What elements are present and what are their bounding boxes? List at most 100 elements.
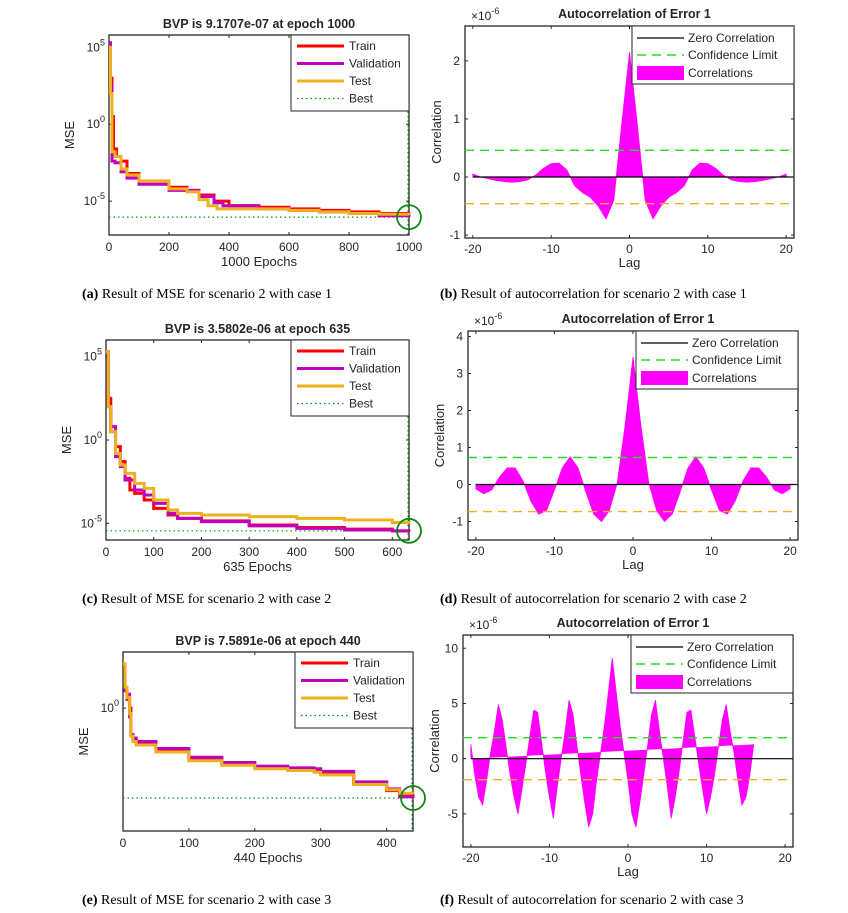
- series-test-line: [123, 662, 415, 795]
- legend-label-confidence-limit: Confidence Limit: [688, 48, 778, 62]
- legend-label-correlations: Correlations: [692, 371, 757, 385]
- x-tick-label: 400: [377, 836, 397, 850]
- legend-label-train: Train: [349, 344, 376, 358]
- x-tick-label: 200: [159, 240, 179, 254]
- legend-label-validation: Validation: [349, 57, 401, 71]
- chart-title: BVP is 7.5891e-06 at epoch 440: [175, 634, 360, 648]
- caption-text: Result of MSE for scenario 2 with case 2: [97, 592, 332, 607]
- legend-label-validation: Validation: [349, 362, 401, 376]
- legend-box: [290, 339, 410, 417]
- caption-letter: (e): [82, 893, 98, 908]
- legend-label-best: Best: [349, 92, 374, 106]
- best-marker-circle: [396, 204, 422, 231]
- x-tick-label: 0: [625, 851, 632, 865]
- legend-label-validation: Validation: [353, 674, 405, 688]
- x-tick-label: 20: [783, 544, 797, 558]
- best-marker-circle: [400, 785, 426, 811]
- y-tick-label: 100: [87, 114, 105, 131]
- legend-label-zero-correlation: Zero Correlation: [687, 640, 774, 654]
- x-tick-label: 1000: [396, 240, 423, 254]
- caption-text: Result of autocorrelation for scenario 2…: [457, 592, 747, 607]
- legend-swatch-correlations: [637, 66, 684, 80]
- legend-label-zero-correlation: Zero Correlation: [688, 31, 775, 45]
- correlations-area: [472, 52, 787, 220]
- x-tick-label: 100: [179, 836, 199, 850]
- caption-a: (a) Result of MSE for scenario 2 with ca…: [82, 287, 332, 303]
- x-axis-label: 440 Epochs: [234, 850, 303, 865]
- y-tick-label: -1: [449, 228, 460, 242]
- x-tick-label: 600: [279, 240, 299, 254]
- y-axis-label: Correlation: [427, 709, 442, 773]
- y-tick-label: 0: [456, 478, 463, 492]
- x-tick-label: -20: [462, 851, 480, 865]
- y-tick-label: 1: [453, 112, 460, 126]
- correlations-area: [470, 658, 755, 828]
- x-axis-label: 635 Epochs: [223, 559, 292, 574]
- y-tick-label: 0: [451, 752, 458, 766]
- x-tick-label: 10: [701, 242, 715, 256]
- x-tick-label: 0: [103, 545, 110, 559]
- x-axis-label: Lag: [617, 864, 639, 879]
- chart-mse-case2: BVP is 3.5802e-06 at epoch 635 0 100 200 300…: [59, 322, 422, 574]
- x-tick-label: 10: [705, 544, 719, 558]
- caption-letter: (c): [82, 592, 98, 607]
- y-tick-label: 10-5: [84, 191, 105, 208]
- chart-title: BVP is 9.1707e-07 at epoch 1000: [163, 17, 355, 31]
- y-axis-label: Correlation: [432, 404, 447, 468]
- x-tick-label: 500: [335, 545, 355, 559]
- legend-label-confidence-limit: Confidence Limit: [692, 353, 782, 367]
- legend-swatch-correlations: [636, 675, 683, 689]
- y-tick-label: 0: [453, 170, 460, 184]
- panel-c: BVP is 3.5802e-06 at epoch 635 0 100 200 300…: [0, 0, 430, 600]
- series-test-line: [106, 350, 411, 524]
- legend-label-train: Train: [353, 656, 380, 670]
- x-tick-label: 300: [239, 545, 259, 559]
- legend-label-confidence-limit: Confidence Limit: [687, 657, 777, 671]
- legend-label-zero-correlation: Zero Correlation: [692, 336, 779, 350]
- x-tick-label: 0: [630, 544, 637, 558]
- y-exponent-label: ×10-6: [469, 615, 497, 632]
- series-test-line: [109, 45, 411, 216]
- chart-mse-case3: BVP is 7.5891e-06 at epoch 440 0 100 200 300…: [76, 634, 426, 865]
- x-tick-label: -10: [542, 242, 560, 256]
- y-tick-label: -5: [447, 807, 458, 821]
- x-tick-label: 0: [626, 242, 633, 256]
- y-tick-label: 100: [101, 698, 119, 715]
- y-axis-label: MSE: [76, 727, 91, 756]
- y-tick-label: 10-5: [81, 513, 102, 530]
- caption-letter: (b): [440, 287, 458, 302]
- caption-text: Result of autocorrelation for scenario 2…: [454, 893, 744, 908]
- legend-label-best: Best: [349, 397, 374, 411]
- legend-label-correlations: Correlations: [688, 66, 753, 80]
- y-axis-label: MSE: [59, 426, 74, 455]
- caption-f: (f) Result of autocorrelation for scenar…: [440, 893, 744, 909]
- y-tick-label: 10: [445, 641, 459, 655]
- x-axis-label: Lag: [619, 255, 641, 270]
- legend-swatch-correlations: [641, 371, 688, 385]
- legend-label-correlations: Correlations: [687, 675, 752, 689]
- panel-e: BVP is 7.5891e-06 at epoch 440 0 100 200 300…: [76, 634, 426, 865]
- caption-e: (e) Result of MSE for scenario 2 with ca…: [82, 893, 331, 909]
- chart-mse-case1: BVP is 9.1707e-07 at epoch 1000 0 200 400 60…: [62, 17, 423, 269]
- y-tick-label: 3: [456, 367, 463, 381]
- x-tick-label: -20: [467, 544, 485, 558]
- y-tick-label: 5: [451, 696, 458, 710]
- y-exponent-label: ×10-6: [474, 311, 502, 328]
- x-tick-label: 100: [144, 545, 164, 559]
- caption-text: Result of MSE for scenario 2 with case 3: [97, 893, 332, 908]
- x-tick-label: 200: [191, 545, 211, 559]
- x-axis-label: Lag: [622, 557, 644, 572]
- chart-title: BVP is 3.5802e-06 at epoch 635: [165, 322, 350, 336]
- y-axis-label: Correlation: [429, 100, 444, 164]
- chart-title: Autocorrelation of Error 1: [557, 616, 710, 630]
- chart-autocorr-case1: Autocorrelation of Error 1×10-6-20 -10 0 10…: [429, 6, 795, 270]
- x-tick-label: 10: [700, 851, 714, 865]
- x-axis-label: 1000 Epochs: [221, 254, 297, 269]
- x-tick-label: 800: [339, 240, 359, 254]
- y-tick-label: 4: [456, 330, 463, 344]
- legend-label-test: Test: [349, 379, 372, 393]
- y-tick-label: 100: [84, 430, 102, 447]
- legend-label-test: Test: [349, 74, 372, 88]
- y-tick-label: 2: [456, 404, 463, 418]
